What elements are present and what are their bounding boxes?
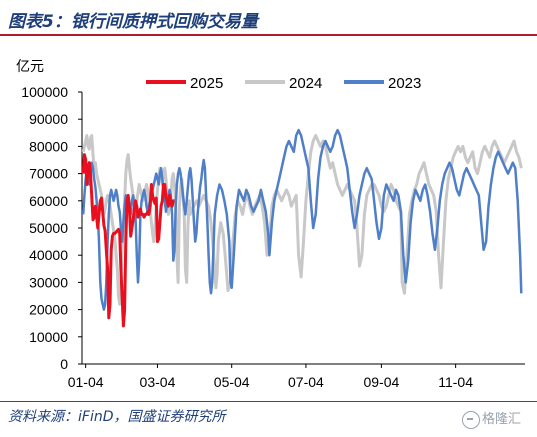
y-tick-label: 60000 (29, 193, 68, 209)
figure-title: 图表5：银行间质押式回购交易量 (8, 12, 258, 32)
series-line-2025 (81, 153, 175, 328)
x-tick-label: 05-04 (214, 374, 250, 390)
y-tick-label: 70000 (29, 166, 68, 182)
line-chart: 0 10000 20000 30000 40000 50000 60000 70000 8000… (21, 75, 525, 390)
y-tick-label: 0 (60, 356, 68, 372)
y-axis-unit-label: 亿元 (16, 59, 44, 75)
y-tick-label: 20000 (29, 302, 68, 318)
y-tick-label: 100000 (21, 84, 68, 100)
y-tick-label: 40000 (29, 247, 68, 263)
y-tick-label: 10000 (29, 329, 68, 345)
source-note: 资料来源：iFinD，国盛证券研究所 (8, 409, 226, 425)
y-tick-label: 50000 (29, 220, 68, 236)
y-tick-label: 30000 (29, 274, 68, 290)
title-divider (0, 34, 537, 36)
legend-label-2023: 2023 (388, 75, 421, 92)
figure-title-bar: 图表5：银行间质押式回购交易量 (0, 0, 537, 36)
legend-label-2024: 2024 (289, 75, 322, 92)
x-tick-label: 01-04 (68, 374, 104, 390)
x-tick-label: 07-04 (288, 374, 324, 390)
series-line-2024 (81, 134, 523, 306)
legend-label-2025: 2025 (190, 75, 223, 92)
y-tick-label: 80000 (29, 138, 68, 154)
watermark: 格隆汇 (462, 408, 521, 429)
legend: 2025 2024 2023 (146, 75, 421, 92)
x-tick-label: 09-04 (363, 374, 399, 390)
watermark-text: 格隆汇 (482, 412, 522, 427)
x-tick-label: 03-04 (140, 374, 176, 390)
series-layer (81, 128, 523, 328)
series-line-2023 (81, 128, 523, 311)
watermark-logo-icon (462, 410, 480, 429)
y-tick-label: 90000 (29, 111, 68, 127)
axis-layer: 0 10000 20000 30000 40000 50000 60000 70000 8000… (21, 84, 525, 390)
source-divider (0, 401, 537, 402)
x-tick-label: 11-04 (438, 374, 473, 390)
